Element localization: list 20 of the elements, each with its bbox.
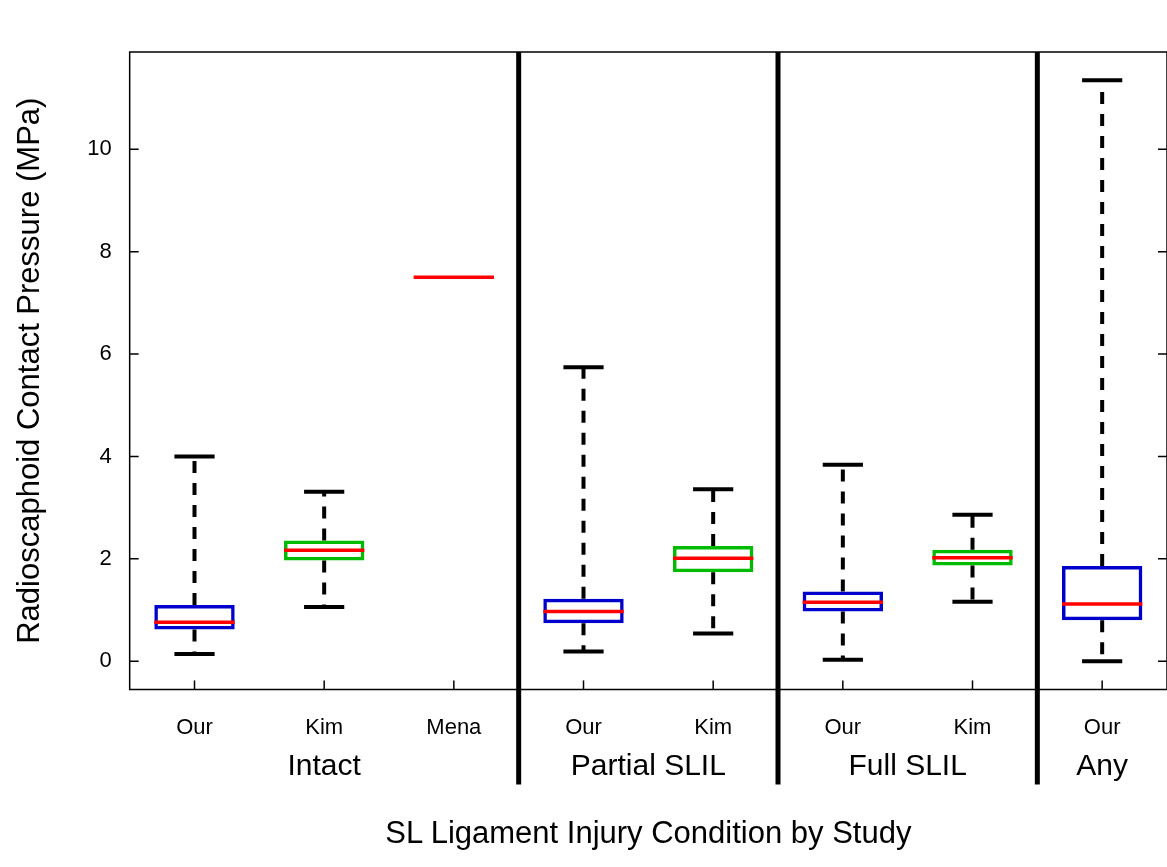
y-tick-label: 6 (99, 340, 112, 366)
y-tick-label: 10 (87, 135, 112, 161)
text: Intact (287, 747, 362, 781)
text: Full SLIL (848, 747, 967, 781)
y-axis-title: Radioscaphoid Contact Pressure (MPa) (11, 97, 47, 644)
y-tick-label: 4 (99, 442, 112, 468)
x-tick-label: Our (1083, 713, 1121, 739)
y-tick-label: 2 (99, 544, 112, 570)
x-tick-label: Kim (305, 713, 344, 739)
x-tick-label: Our (824, 713, 862, 739)
y-tick-label: 8 (99, 237, 112, 263)
x-tick-label: Kim (953, 713, 992, 739)
text: Any (1076, 747, 1129, 781)
x-tick-label: Mena (426, 713, 483, 739)
text: Partial SLIL (570, 747, 726, 781)
x-tick-label: Our (176, 713, 213, 739)
x-tick-label: Kim (694, 713, 733, 739)
y-tick-label: 0 (99, 647, 112, 673)
x-tick-label: Our (565, 713, 602, 739)
x-axis-title: SL Ligament Injury Condition by Study (385, 814, 912, 850)
